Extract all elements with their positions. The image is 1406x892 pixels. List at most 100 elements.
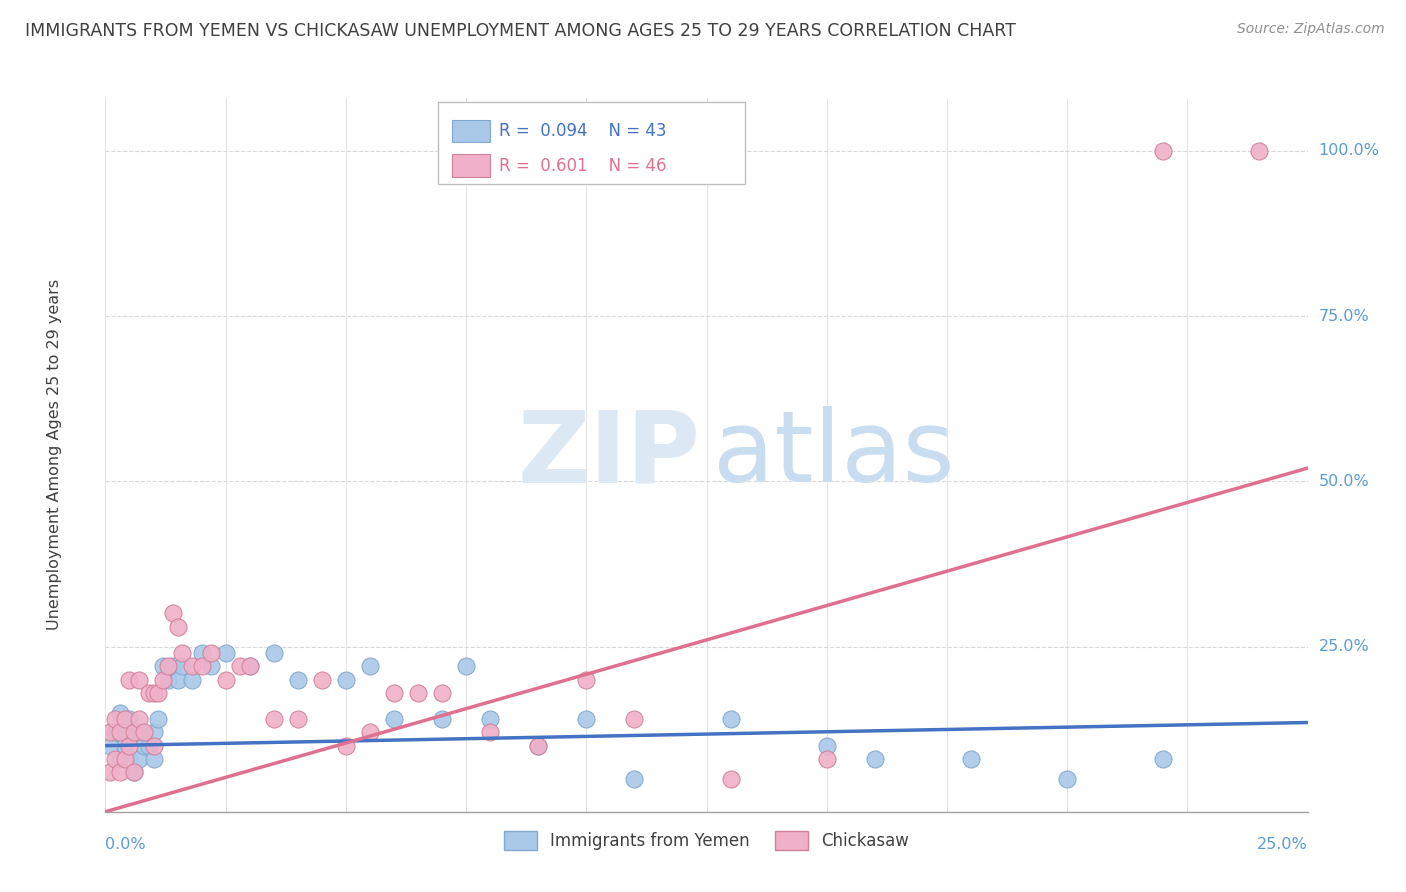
Point [815, 739, 838, 753]
Point [156, 673, 179, 687]
Point [430, 712, 453, 726]
Point [114, 712, 136, 726]
Text: 50.0%: 50.0% [1319, 474, 1369, 489]
Point [815, 752, 838, 766]
Point [190, 659, 212, 673]
Point [311, 673, 333, 687]
Point [156, 659, 179, 673]
Point [527, 739, 550, 753]
Point [142, 739, 165, 753]
Point [124, 765, 146, 780]
Point [960, 752, 983, 766]
Point [104, 725, 127, 739]
Point [108, 725, 131, 739]
Text: atlas: atlas [713, 407, 955, 503]
Point [162, 607, 184, 621]
Point [166, 673, 188, 687]
Point [863, 752, 886, 766]
Point [263, 646, 285, 660]
Point [172, 659, 194, 673]
Point [124, 765, 146, 780]
Point [720, 772, 742, 786]
Text: 100.0%: 100.0% [1319, 144, 1379, 159]
Point [1249, 144, 1271, 158]
Text: 75.0%: 75.0% [1319, 309, 1369, 324]
Point [479, 712, 502, 726]
Point [172, 646, 194, 660]
Point [181, 673, 204, 687]
Point [454, 659, 477, 673]
Point [124, 725, 146, 739]
Point [214, 646, 236, 660]
Point [138, 739, 160, 753]
Point [229, 659, 252, 673]
Point [104, 712, 127, 726]
Point [104, 752, 127, 766]
Point [623, 712, 645, 726]
Point [287, 673, 309, 687]
Point [108, 706, 131, 720]
Point [98, 739, 121, 753]
Point [359, 659, 381, 673]
Point [128, 725, 150, 739]
Point [623, 772, 645, 786]
Point [138, 686, 160, 700]
Point [1056, 772, 1078, 786]
Point [190, 646, 212, 660]
Point [1152, 144, 1174, 158]
Text: 25.0%: 25.0% [1257, 837, 1308, 852]
Point [142, 686, 165, 700]
Point [382, 712, 405, 726]
Point [406, 686, 429, 700]
Text: ZIP: ZIP [517, 407, 700, 503]
Point [132, 725, 155, 739]
Point [98, 725, 121, 739]
Point [181, 659, 204, 673]
FancyBboxPatch shape [451, 120, 491, 143]
Point [124, 725, 146, 739]
Point [335, 673, 357, 687]
Point [575, 712, 598, 726]
Text: R =  0.601    N = 46: R = 0.601 N = 46 [499, 157, 666, 175]
Point [263, 712, 285, 726]
Point [527, 739, 550, 753]
Point [118, 752, 141, 766]
Point [128, 752, 150, 766]
Point [118, 739, 141, 753]
Text: Source: ZipAtlas.com: Source: ZipAtlas.com [1237, 22, 1385, 37]
Text: Unemployment Among Ages 25 to 29 years: Unemployment Among Ages 25 to 29 years [48, 279, 62, 631]
Point [108, 752, 131, 766]
Point [148, 712, 170, 726]
Point [287, 712, 309, 726]
Point [128, 673, 150, 687]
Point [720, 712, 742, 726]
Point [214, 673, 236, 687]
Point [118, 673, 141, 687]
Point [382, 686, 405, 700]
Point [142, 752, 165, 766]
Legend: Immigrants from Yemen, Chickasaw: Immigrants from Yemen, Chickasaw [496, 824, 917, 857]
Point [200, 659, 222, 673]
Point [98, 765, 121, 780]
Point [128, 712, 150, 726]
Text: 0.0%: 0.0% [105, 837, 146, 852]
Point [118, 712, 141, 726]
FancyBboxPatch shape [451, 154, 491, 178]
Point [142, 725, 165, 739]
Point [114, 752, 136, 766]
Point [162, 659, 184, 673]
Point [152, 673, 174, 687]
Point [359, 725, 381, 739]
Point [166, 620, 188, 634]
Point [200, 646, 222, 660]
Point [335, 739, 357, 753]
Text: 25.0%: 25.0% [1319, 639, 1369, 654]
Point [239, 659, 262, 673]
Text: IMMIGRANTS FROM YEMEN VS CHICKASAW UNEMPLOYMENT AMONG AGES 25 TO 29 YEARS CORREL: IMMIGRANTS FROM YEMEN VS CHICKASAW UNEMP… [25, 22, 1017, 40]
Point [575, 673, 598, 687]
Point [132, 739, 155, 753]
Point [1152, 752, 1174, 766]
Point [108, 765, 131, 780]
Point [114, 739, 136, 753]
Point [239, 659, 262, 673]
